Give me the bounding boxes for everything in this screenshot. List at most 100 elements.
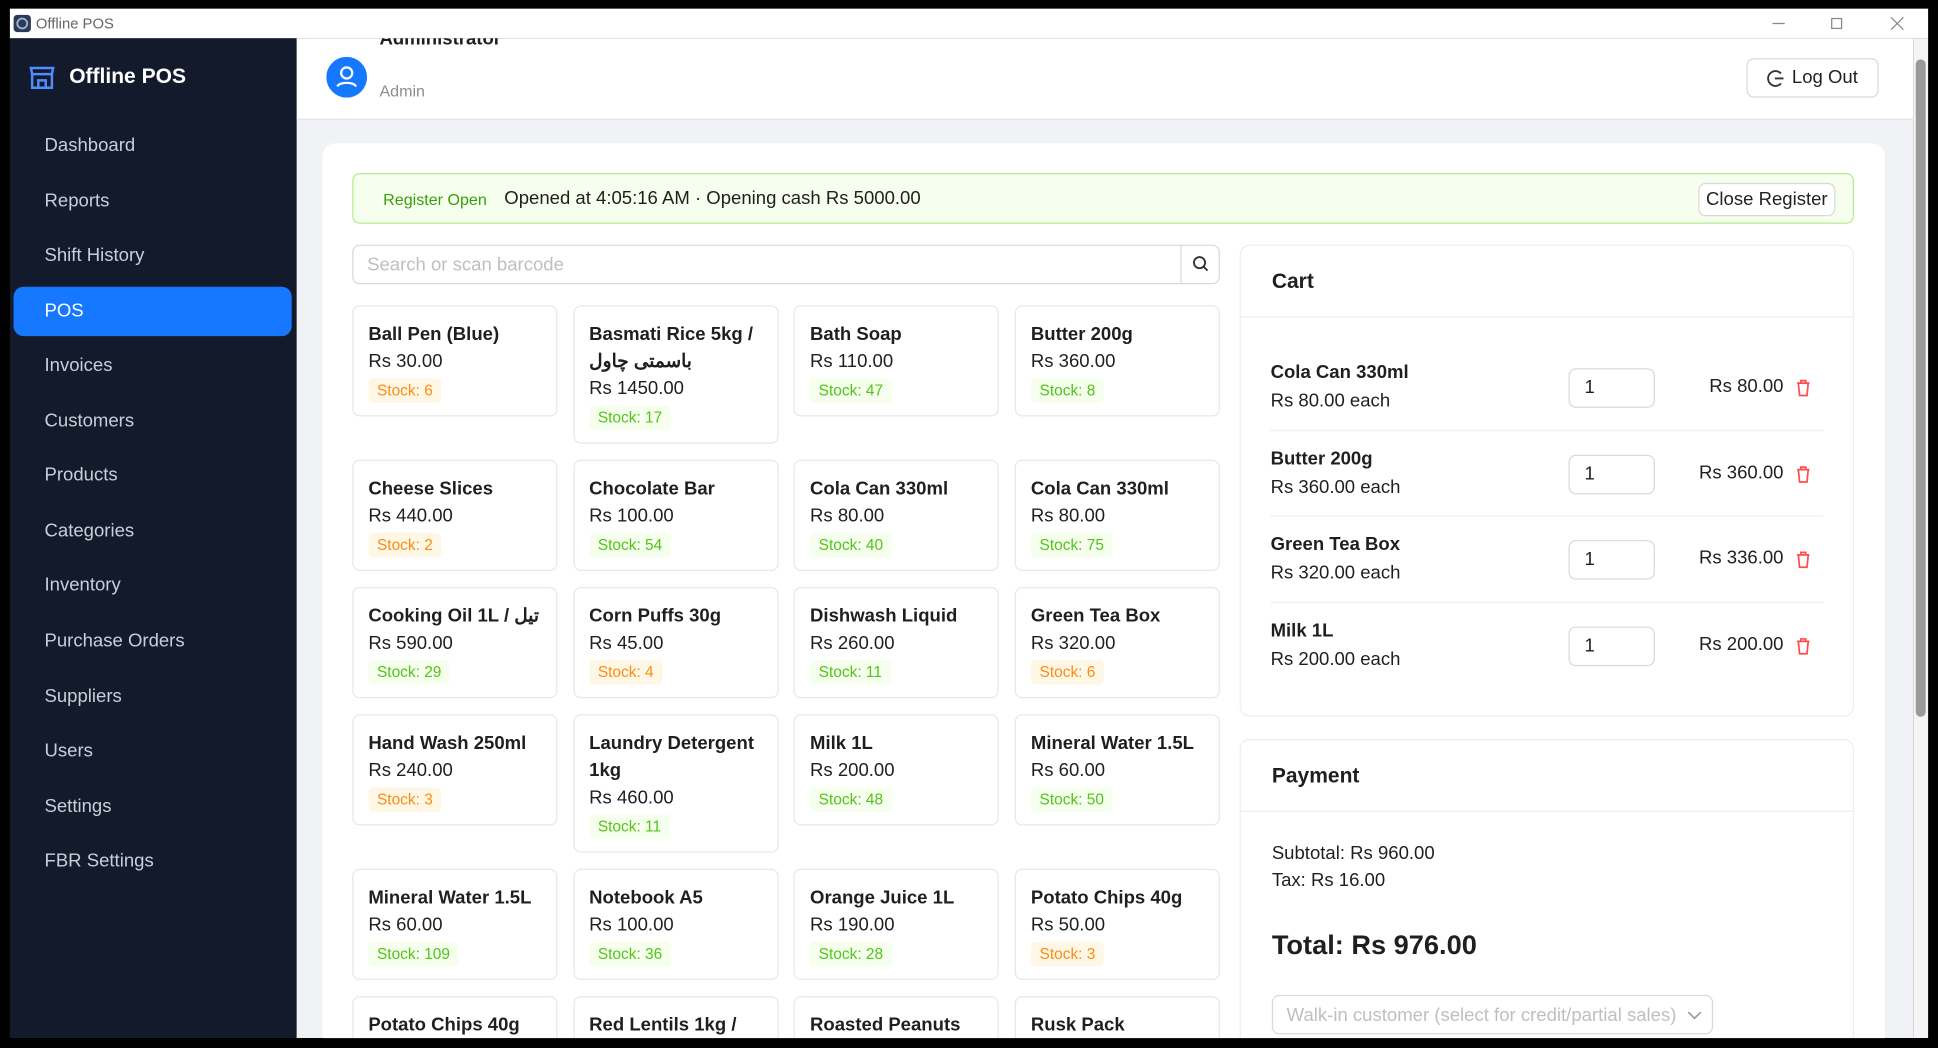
stock-badge: Stock: 48 — [810, 787, 892, 812]
user-name: Administrator — [379, 38, 501, 50]
product-card[interactable]: Notebook A5 Rs 100.00 Stock: 36 — [573, 868, 779, 981]
product-price: Rs 100.00 — [589, 505, 674, 527]
product-price: Rs 360.00 — [1030, 350, 1116, 372]
product-card[interactable]: Corn Puffs 30g Rs 45.00 Stock: 4 — [573, 587, 779, 699]
product-price: Rs 460.00 — [589, 787, 674, 809]
product-price: Rs 190.00 — [810, 914, 895, 936]
product-card[interactable]: Mineral Water 1.5L Rs 60.00 Stock: 109 — [352, 868, 558, 981]
product-name: Laundry Detergent 1kg — [589, 732, 754, 782]
close-register-button[interactable]: Close Register — [1698, 182, 1836, 217]
product-price: Rs 200.00 — [810, 760, 895, 782]
product-card[interactable]: Bath Soap Rs 110.00 Stock: 47 — [793, 305, 1000, 417]
product-card[interactable]: Green Tea Box Rs 320.00 Stock: 6 — [1014, 587, 1220, 699]
customer-placeholder: Walk-in customer (select for credit/part… — [1286, 1004, 1677, 1026]
search-button[interactable] — [1180, 244, 1221, 285]
cart-item-name: Cola Can 330ml — [1270, 362, 1409, 384]
nav-item[interactable]: Purchase Orders — [44, 630, 185, 652]
brand-icon — [29, 66, 55, 89]
stock-badge: Stock: 54 — [589, 532, 671, 558]
chevron — [1687, 1011, 1702, 1020]
nav-item[interactable]: Settings — [44, 795, 112, 817]
nav-item[interactable]: Users — [44, 740, 93, 762]
qty-box[interactable]: 1 — [1568, 454, 1655, 494]
payment-panel: Payment Subtotal: Rs 960.00 Tax: Rs 16.0… — [1239, 739, 1854, 1048]
cart-row: Milk 1L Rs 200.00 each 1 Rs 200.00 — [1271, 602, 1823, 688]
remove-icon[interactable] — [1795, 636, 1812, 656]
remove-icon[interactable] — [1795, 550, 1812, 570]
product-price: Rs 590.00 — [368, 632, 453, 654]
window-controls[interactable] — [1772, 14, 1920, 34]
nav-item[interactable]: Products — [44, 465, 118, 487]
product-card[interactable]: Potato Chips 40g Rs 50.00 Stock: 3 — [1014, 868, 1220, 981]
stock-badge: Stock: 28 — [810, 941, 892, 967]
product-card[interactable]: Butter 200g Rs 360.00 Stock: 8 — [1014, 305, 1220, 417]
nav-item[interactable]: FBR Settings — [44, 850, 154, 872]
cart-unit-price: Rs 80.00 each — [1270, 390, 1391, 412]
cart-item-name: Milk 1L — [1270, 619, 1334, 641]
nav-item[interactable]: Shift History — [44, 244, 145, 266]
product-price: Rs 50.00 — [1030, 914, 1106, 936]
sidebar: Offline POS Dashboard Reports Shift Histor… — [9, 38, 297, 1039]
product-name: Mineral Water 1.5L — [368, 887, 532, 909]
product-card[interactable]: Dishwash Liquid Rs 260.00 Stock: 11 — [793, 587, 1000, 699]
product-card[interactable]: Ball Pen (Blue) Rs 30.00 Stock: 6 — [352, 305, 558, 417]
product-name: Green Tea Box — [1030, 605, 1161, 627]
stock-badge: Stock: 6 — [1030, 659, 1105, 685]
product-price: Rs 1450.00 — [589, 378, 685, 400]
nav-item[interactable]: Reports — [44, 189, 110, 211]
product-card[interactable]: Cola Can 330ml Rs 80.00 Stock: 75 — [1014, 459, 1220, 571]
remove-icon[interactable] — [1795, 378, 1812, 398]
qty-box[interactable]: 1 — [1568, 625, 1655, 666]
scrollbar[interactable] — [1913, 38, 1929, 1039]
stock-badge: Stock: 11 — [810, 659, 891, 685]
customer-select[interactable]: Walk-in customer (select for credit/part… — [1271, 994, 1714, 1035]
product-name: Cola Can 330ml — [810, 478, 949, 500]
product-price: Rs 100.00 — [589, 914, 674, 936]
remove-icon[interactable] — [1795, 464, 1812, 484]
product-card[interactable]: Cooking Oil 1L / تیل Rs 590.00 Stock: 29 — [352, 587, 558, 699]
nav-item[interactable]: POS — [13, 286, 292, 336]
product-name: Potato Chips 40g — [368, 1014, 520, 1036]
product-card[interactable]: Chocolate Bar Rs 100.00 Stock: 54 — [573, 459, 779, 571]
frame-bottom — [0, 1038, 1938, 1048]
product-card[interactable]: Cheese Slices Rs 440.00 Stock: 2 — [352, 459, 558, 571]
stock-badge: Stock: 47 — [810, 378, 892, 403]
nav-item[interactable]: Customers — [44, 409, 135, 432]
qty-box[interactable]: 1 — [1568, 368, 1655, 408]
product-price: Rs 60.00 — [1030, 760, 1106, 782]
search-placeholder: Search or scan barcode — [367, 254, 564, 276]
qty-box[interactable]: 1 — [1568, 540, 1655, 580]
product-card[interactable]: Mineral Water 1.5L Rs 60.00 Stock: 50 — [1014, 714, 1220, 826]
cart-unit-price: Rs 320.00 each — [1270, 562, 1401, 584]
nav-item[interactable]: Suppliers — [44, 685, 122, 707]
product-card[interactable]: Cola Can 330ml Rs 80.00 Stock: 40 — [793, 459, 1000, 571]
cart-item-name: Butter 200g — [1270, 447, 1373, 470]
search-box[interactable]: Search or scan barcode — [352, 244, 1221, 285]
cart-line-total: Rs 360.00 — [1698, 461, 1784, 483]
cart-line-total: Rs 80.00 — [1709, 375, 1784, 397]
product-name: Orange Juice 1L — [810, 887, 955, 909]
product-card[interactable]: Basmati Rice 5kg / باسمتی چاول Rs 1450.00… — [573, 305, 779, 444]
stock-badge: Stock: 36 — [589, 941, 671, 967]
product-card[interactable]: Hand Wash 250ml Rs 240.00 Stock: 3 — [352, 714, 558, 826]
product-card[interactable]: Milk 1L Rs 200.00 Stock: 48 — [793, 714, 1000, 826]
product-price: Rs 80.00 — [810, 505, 885, 527]
tax: Tax: Rs 16.00 — [1271, 870, 1386, 892]
product-name: Basmati Rice 5kg / باسمتی چاول — [589, 323, 754, 372]
nav-item[interactable]: Dashboard — [44, 134, 136, 156]
nav-item[interactable]: Invoices — [44, 354, 113, 376]
stock-badge: Stock: 3 — [1030, 941, 1105, 967]
product-price: Rs 440.00 — [368, 505, 453, 527]
product-card[interactable]: Orange Juice 1L Rs 190.00 Stock: 28 — [793, 868, 1000, 981]
product-name: Corn Puffs 30g — [589, 605, 722, 627]
cart-line-total: Rs 200.00 — [1698, 633, 1784, 655]
user-role: Admin — [379, 81, 425, 101]
nav-item[interactable]: Categories — [44, 520, 135, 542]
product-card[interactable]: Laundry Detergent 1kg Rs 460.00 Stock: 11 — [573, 714, 779, 853]
product-name: Ball Pen (Blue) — [368, 323, 500, 345]
avatar — [326, 56, 368, 98]
scrollbar-thumb[interactable] — [1915, 59, 1926, 717]
nav-item[interactable]: Inventory — [44, 575, 121, 597]
logout-button[interactable]: Log Out — [1746, 58, 1879, 98]
